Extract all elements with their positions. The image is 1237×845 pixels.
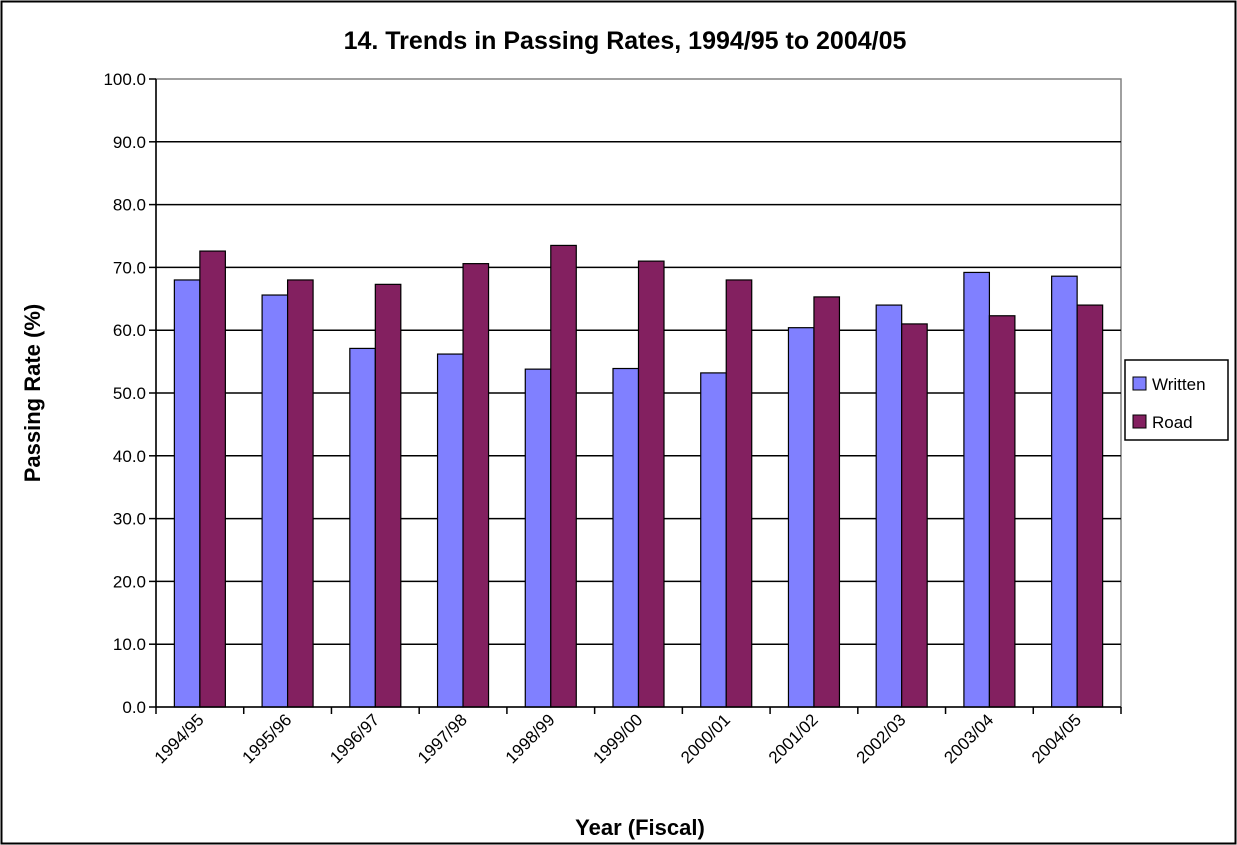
bar-road-1996-97 [374, 283, 402, 708]
bar-written-2000-01 [700, 372, 727, 708]
y-tick-label: 50.0 [113, 384, 146, 403]
bar-written-2001-02 [787, 327, 815, 708]
bar-written-1997-98 [436, 353, 464, 708]
bar-written-2004-05 [1051, 275, 1078, 708]
y-tick-label: 80.0 [113, 196, 146, 215]
bar-written-2002-03 [875, 304, 903, 708]
bar-road-1998-99 [550, 244, 577, 708]
bar-road-2002-03 [901, 323, 928, 708]
y-tick-label: 70.0 [113, 258, 146, 277]
bar-written-1994-95 [173, 279, 201, 708]
y-axis-title: Passing Rate (%) [20, 304, 45, 483]
bar-road-2004-05 [1076, 304, 1104, 708]
y-tick-labels: 0.0 10.0 20.0 30.0 40.0 50.0 60.0 70.0 80.0 90.0 1… [103, 70, 146, 717]
bar-road-2000-01 [725, 279, 753, 708]
bar-written-1998-99 [524, 368, 552, 708]
y-tick-label: 20.0 [113, 572, 146, 591]
bar-written-1995-96 [261, 294, 289, 708]
legend: Written Road [1124, 359, 1229, 441]
legend-swatch-written [1132, 376, 1147, 391]
bar-road-1997-98 [462, 263, 490, 708]
y-tick-label: 0.0 [122, 698, 146, 717]
y-tick-label: 30.0 [113, 510, 146, 529]
bar-written-1999-00 [612, 367, 640, 708]
y-tick-label: 90.0 [113, 133, 146, 152]
bar-road-1995-96 [286, 279, 314, 708]
legend-label-written: Written [1152, 375, 1206, 394]
bar-road-2001-02 [813, 296, 841, 708]
x-axis-title: Year (Fiscal) [575, 815, 705, 840]
y-tick-label: 10.0 [113, 635, 146, 654]
bar-written-1996-97 [349, 347, 376, 708]
bar-road-2003-04 [988, 315, 1016, 708]
bar-road-1999-00 [637, 260, 665, 708]
bar-road-1994-95 [199, 250, 226, 708]
axes [149, 78, 1122, 714]
chart-title: 14. Trends in Passing Rates, 1994/95 to … [344, 27, 907, 55]
legend-label-road: Road [1152, 413, 1193, 432]
y-tick-label: 60.0 [113, 321, 146, 340]
legend-swatch-road [1132, 414, 1147, 429]
bar-written-2003-04 [963, 271, 991, 708]
y-tick-label: 40.0 [113, 447, 146, 466]
y-tick-label: 100.0 [103, 70, 146, 89]
bars [173, 244, 1104, 708]
